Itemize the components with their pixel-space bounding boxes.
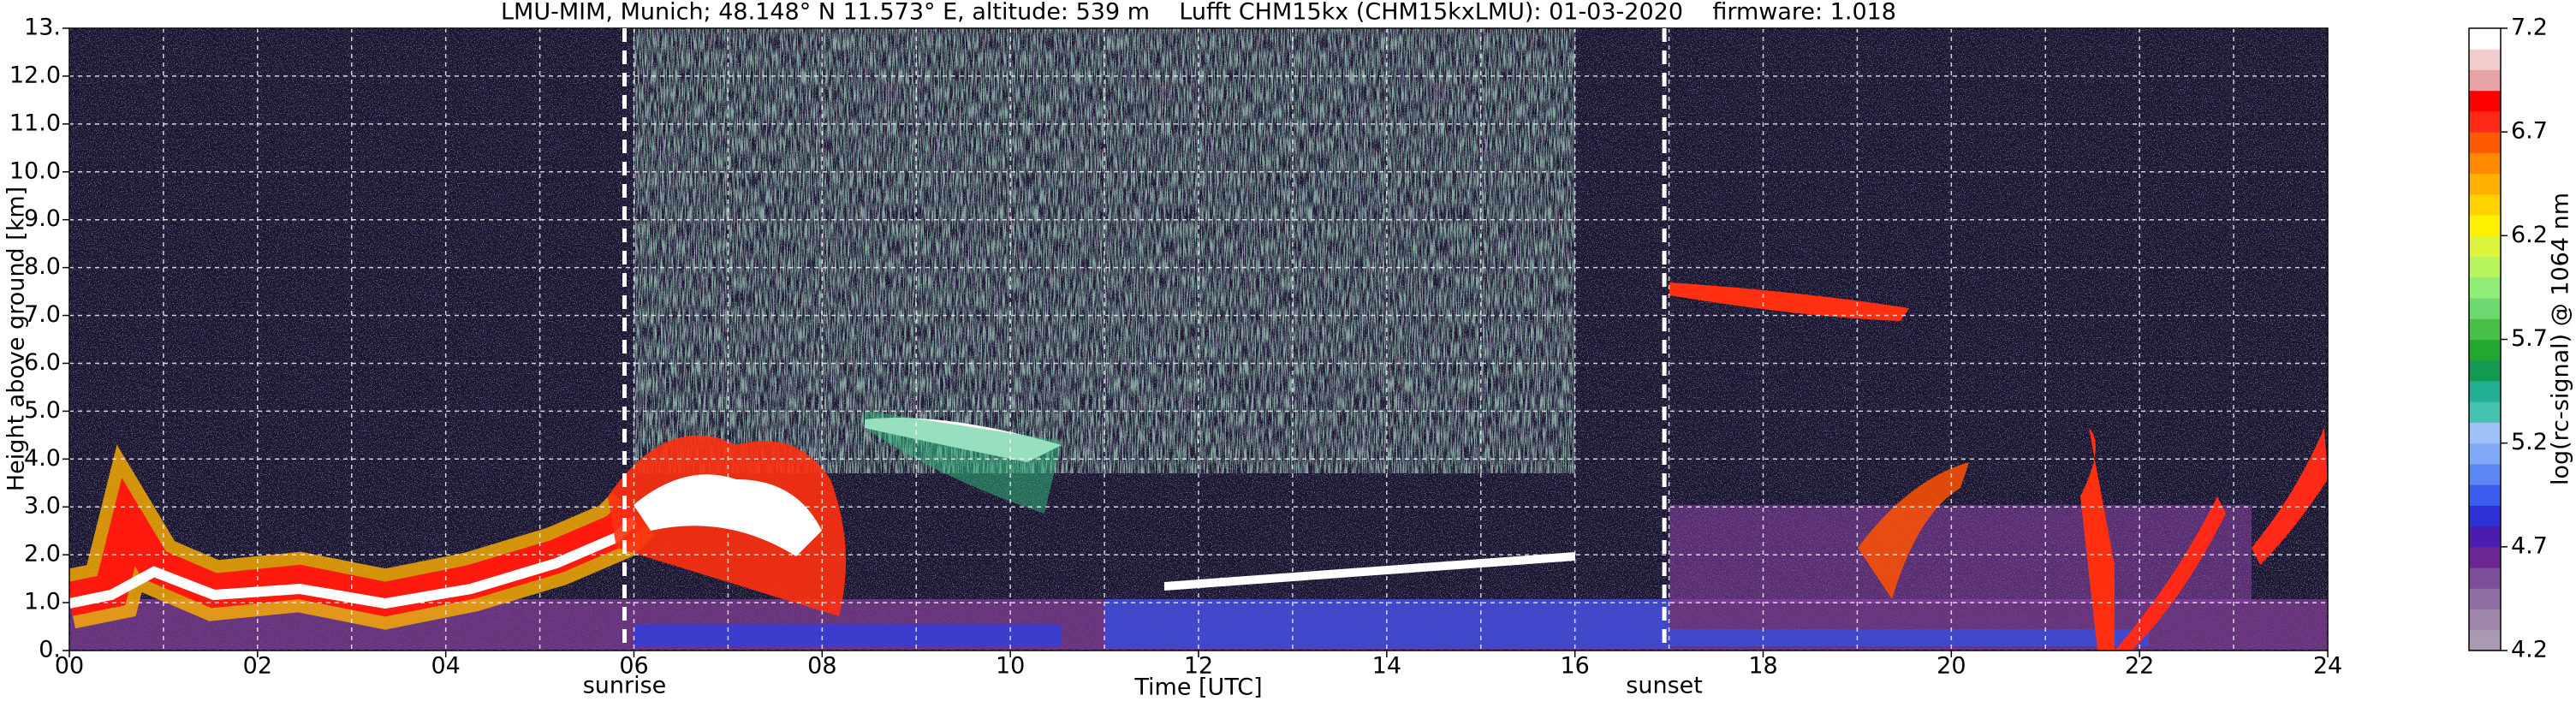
colorbar-segment [2469,629,2501,651]
aerosol-layer [634,474,822,556]
colorbar-segment [2469,318,2501,340]
colorbar-tick-label: 4.2 [2511,637,2548,663]
colorbar-segment [2469,235,2501,258]
x-tick-label: 14 [1372,653,1401,680]
colorbar-tick-label: 4.7 [2511,532,2548,559]
cloud-layer [1858,462,1969,599]
colorbar-tick-label: 6.7 [2511,118,2548,145]
colorbar-segment [2469,276,2501,299]
colorbar-segment [2469,339,2501,361]
x-tick-label: 12 [1184,653,1213,680]
y-tick-label: 10.0 [9,157,61,184]
x-tick-label: 10 [996,653,1025,680]
y-tick-label: 1.0 [24,589,61,615]
colorbar-segment [2469,484,2501,506]
chart-title: LMU-MIM, Munich; 48.148° N 11.573° E, al… [501,0,1896,26]
y-tick-label: 9.0 [24,205,61,232]
colorbar-segment [2469,588,2501,610]
colorbar-segment [2469,215,2501,236]
annotation-label: sunset [1626,673,1703,699]
y-axis-label: Height above ground [km] [3,187,30,491]
blue-layer [1104,599,1669,649]
colorbar-segment [2469,422,2501,444]
colorbar-segment [2469,526,2501,548]
colorbar-segment [2469,152,2501,175]
x-tick-label: 22 [2125,653,2154,680]
cloud-layer [1669,282,1909,321]
y-tick-label: 8.0 [24,253,61,280]
y-tick-label: 6.0 [24,349,61,376]
cloud-layer [2252,428,2328,565]
colorbar-segment [2469,69,2501,92]
x-tick-label: 04 [431,653,460,680]
boundary-layer [69,478,646,617]
colorbar-tick-label: 7.2 [2511,15,2548,41]
colorbar-segment [2469,90,2501,112]
x-tick-label: 24 [2313,653,2342,680]
grid [68,27,2329,651]
colorbar-tick-label: 6.2 [2511,222,2548,248]
y-tick-label: 7.0 [24,301,61,328]
colorbar-segment [2469,110,2501,133]
colorbar-tick-label: 5.2 [2511,429,2548,455]
colorbar-segment [2469,401,2501,423]
colorbar-segment [2469,505,2501,527]
y-tick-label: 12.0 [9,62,61,88]
colorbar-segment [2469,173,2501,195]
cloud-layer [865,411,1062,514]
y-tick-label: 2.0 [24,541,61,567]
annotation-label: sunrise [583,673,667,699]
colorbar-segment [2469,609,2501,631]
colorbar-segment [2469,359,2501,382]
x-tick-label: 16 [1560,653,1589,680]
x-tick-label: 06 [619,653,648,680]
colorbar-segment [2469,28,2501,50]
cloud-layer [1164,552,1575,591]
cloud-layer [2115,496,2226,651]
x-axis-label: Time [UTC] [1133,674,1262,701]
colorbar-segment [2469,132,2501,153]
colorbar-segment [2469,463,2501,485]
y-tick-label: 5.0 [24,397,61,424]
colorbar-segment [2469,567,2501,589]
x-tick-label: 18 [1748,653,1777,680]
x-tick-label: 08 [807,653,836,680]
colorbar-segment [2469,298,2501,319]
colorbar-label: log(rc-signal) @ 1064 nm [2548,193,2574,485]
blue-layer [634,625,1062,647]
colorbar-segment [2469,256,2501,278]
colorbar-segment [2469,380,2501,402]
cloud-layer [2080,428,2115,651]
colorbar-segment [2469,546,2501,568]
colorbar-segment [2469,193,2501,216]
x-tick-label: 20 [1936,653,1966,680]
y-tick-label: 4.0 [24,445,61,472]
colorbar-segment [2469,49,2501,70]
colorbar-segment [2469,443,2501,465]
boundary-layer [69,516,638,609]
colorbar-tick-label: 5.7 [2511,325,2548,352]
y-tick-label: 0. [39,637,61,663]
y-tick-label: 13. [24,15,61,41]
x-tick-label: 02 [243,653,272,680]
blue-layer [1669,629,2149,646]
y-tick-label: 3.0 [24,493,61,520]
y-tick-label: 11.0 [9,110,61,136]
x-tick-label: 00 [55,653,84,680]
